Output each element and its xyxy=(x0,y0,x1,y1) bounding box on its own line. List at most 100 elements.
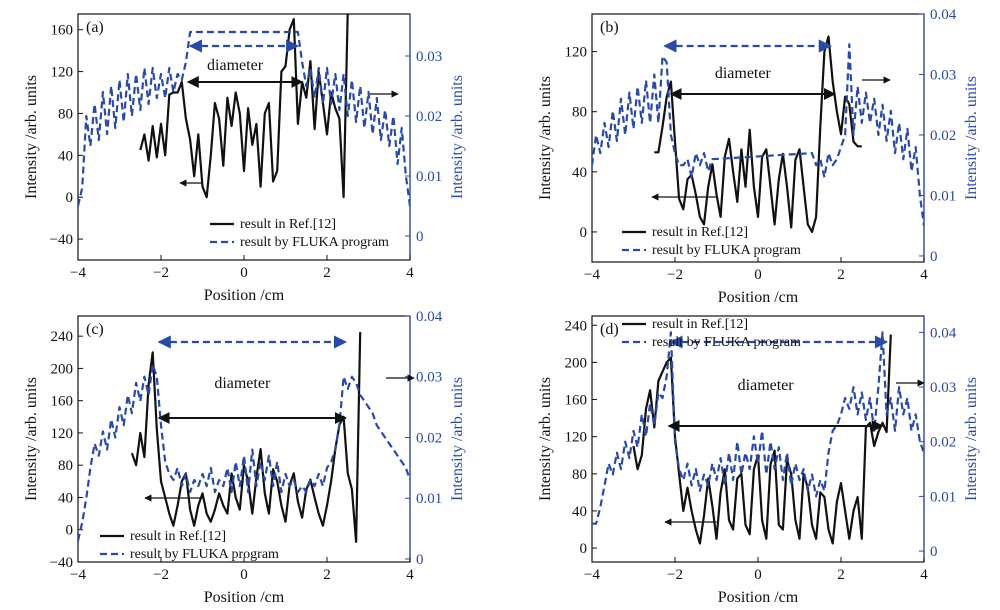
panel-1: −4 −2 0 2 4 −40 0 40 80 120 160 0 0.01 0.02 0.03 Positi… xyxy=(23,13,466,304)
panel-3: −4 −2 0 2 4 −40 0 40 80 120 160 200 240 0 0.01 0.02 0.03… xyxy=(23,309,466,606)
series-fluka-line xyxy=(592,43,924,226)
x-axis-label: Position /cm xyxy=(204,589,285,606)
y-tick-label: −40 xyxy=(50,555,73,571)
x-tick-label: −4 xyxy=(70,567,86,583)
y2-tick-label: 0.01 xyxy=(416,491,442,507)
y-tick-label: 120 xyxy=(51,65,74,81)
plot-frame xyxy=(591,13,925,263)
y2-tick-label: 0.02 xyxy=(416,430,442,446)
x-axis-label: Position /cm xyxy=(204,287,285,304)
series-fluka-line xyxy=(78,30,410,207)
x-tick-label: 0 xyxy=(240,265,248,281)
panel-label: (b) xyxy=(600,19,619,36)
y-tick-label: 0 xyxy=(580,541,588,557)
y-tick-label: 120 xyxy=(565,45,588,61)
legend-label: result in Ref.[12] xyxy=(240,217,336,232)
x-tick-label: 2 xyxy=(323,567,331,583)
y2-axis-label: Intensity /arb. units xyxy=(963,76,980,200)
legend: result in Ref.[12] result by FLUKA progra… xyxy=(210,217,389,250)
diameter-label: diameter xyxy=(214,375,271,392)
legend: result in Ref.[12] result by FLUKA progra… xyxy=(100,529,279,562)
y-tick-label: 160 xyxy=(51,394,74,410)
x-tick-label: −4 xyxy=(70,265,86,281)
y2-tick-label: 0 xyxy=(416,229,424,245)
y-tick-label: 200 xyxy=(51,361,74,377)
y-tick-label: 80 xyxy=(58,106,73,122)
y-tick-label: 120 xyxy=(51,426,74,442)
y2-tick-label: 0.03 xyxy=(930,380,956,396)
legend-label: result by FLUKA program xyxy=(652,243,801,258)
x-tick-label: 4 xyxy=(920,567,928,583)
y2-tick-label: 0.02 xyxy=(416,109,442,125)
y2-axis-label: Intensity /arb. units xyxy=(449,75,466,199)
y2-tick-label: 0.01 xyxy=(416,169,442,185)
y-tick-label: 40 xyxy=(572,504,587,520)
y-tick-label: 40 xyxy=(572,165,587,181)
panel-label: (a) xyxy=(86,19,104,36)
y2-tick-label: 0.04 xyxy=(930,7,957,23)
x-tick-label: 0 xyxy=(754,267,762,283)
y-tick-label: 0 xyxy=(66,523,74,539)
x-tick-label: −4 xyxy=(584,567,600,583)
y-tick-label: 240 xyxy=(565,318,588,334)
panel-label: (d) xyxy=(600,321,619,338)
x-tick-label: −2 xyxy=(153,265,169,281)
series-fluka-line xyxy=(78,363,410,541)
y-tick-label: 80 xyxy=(572,105,587,121)
x-tick-label: 0 xyxy=(240,567,248,583)
y-axis-label: Intensity /arb. units xyxy=(537,76,554,200)
panel-label: (c) xyxy=(86,321,104,338)
x-tick-label: 4 xyxy=(406,567,414,583)
y-axis-label: Intensity /arb. units xyxy=(23,75,40,199)
y-tick-label: 120 xyxy=(565,430,588,446)
y2-tick-label: 0.03 xyxy=(930,67,956,83)
y2-tick-label: 0.01 xyxy=(930,188,956,204)
x-tick-label: 4 xyxy=(920,267,928,283)
y2-tick-label: 0.02 xyxy=(930,128,956,144)
y2-tick-label: 0.04 xyxy=(416,309,443,325)
y2-tick-label: 0 xyxy=(416,552,424,568)
series-fluka-line xyxy=(592,331,924,525)
x-axis-label: Position /cm xyxy=(718,589,799,606)
legend: result in Ref.[12] result by FLUKA progra… xyxy=(622,225,801,258)
y-tick-label: 80 xyxy=(572,467,587,483)
x-axis-label: Position /cm xyxy=(718,289,799,306)
y-tick-label: 0 xyxy=(580,225,588,241)
legend-label: result in Ref.[12] xyxy=(652,225,748,240)
y-axis-label: Intensity /arb. units xyxy=(537,377,554,501)
y-tick-label: 40 xyxy=(58,148,73,164)
x-tick-label: −2 xyxy=(153,567,169,583)
x-tick-label: 2 xyxy=(837,567,845,583)
legend-label: result by FLUKA program xyxy=(652,335,801,350)
y2-tick-label: 0.01 xyxy=(930,489,956,505)
diameter-label: diameter xyxy=(207,57,264,74)
x-tick-label: −2 xyxy=(667,267,683,283)
y2-tick-label: 0.02 xyxy=(930,435,956,451)
legend-label: result by FLUKA program xyxy=(130,547,279,562)
y-axis-label: Intensity /arb. units xyxy=(23,377,40,501)
legend: result in Ref.[12] result by FLUKA progra… xyxy=(622,317,801,350)
x-tick-label: −4 xyxy=(584,267,600,283)
y-tick-label: 240 xyxy=(51,329,74,345)
series-ref12-line xyxy=(139,14,349,199)
legend-label: result by FLUKA program xyxy=(240,235,389,250)
y2-axis-label: Intensity /arb. units xyxy=(963,377,980,501)
y2-tick-label: 0 xyxy=(930,544,938,560)
y-tick-label: −40 xyxy=(50,232,73,248)
plot-frame xyxy=(591,315,925,563)
x-tick-label: 2 xyxy=(323,265,331,281)
y-tick-label: 200 xyxy=(565,355,588,371)
y-tick-label: 160 xyxy=(565,393,588,409)
y2-tick-label: 0.04 xyxy=(930,325,957,341)
y2-tick-label: 0 xyxy=(930,249,938,265)
y-tick-label: 80 xyxy=(58,458,73,474)
series-ref12-line xyxy=(130,332,362,543)
y2-axis-label: Intensity /arb. units xyxy=(449,377,466,501)
legend-label: result in Ref.[12] xyxy=(130,529,226,544)
y2-tick-label: 0.03 xyxy=(416,370,442,386)
y-tick-label: 0 xyxy=(66,190,74,206)
x-tick-label: 0 xyxy=(754,567,762,583)
panel-2: −4 −2 0 2 40408012000.010.020.030.04Position… xyxy=(537,7,980,306)
x-tick-label: −2 xyxy=(667,567,683,583)
